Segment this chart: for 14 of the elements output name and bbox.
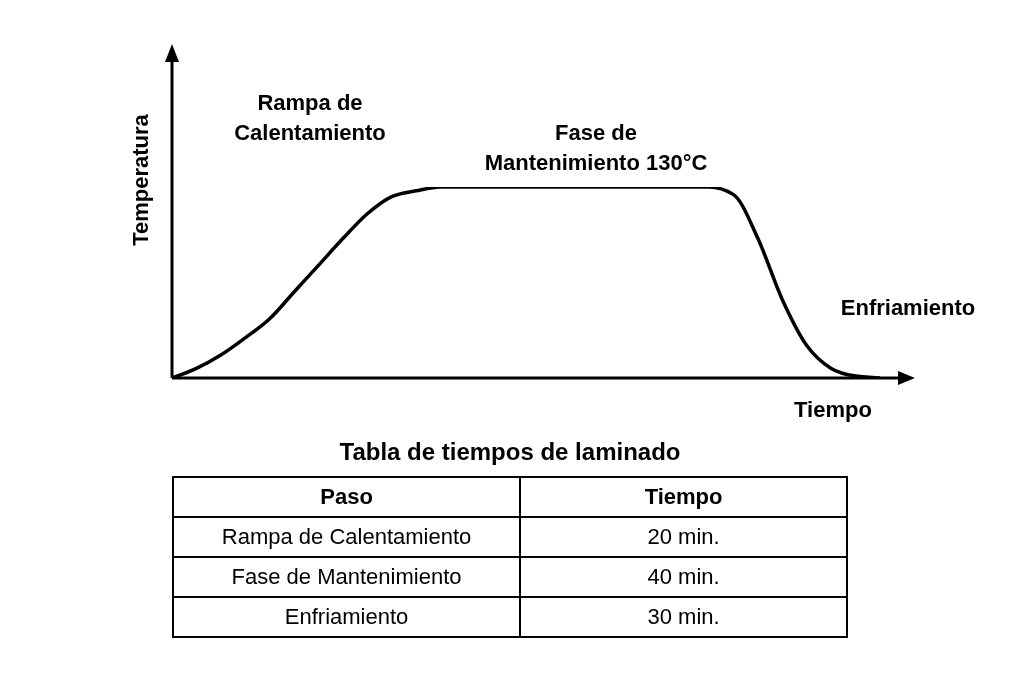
text: 30 min. <box>520 597 847 637</box>
y-axis-title: Temperatura <box>128 113 153 246</box>
text: Rampa de Calentamiento <box>173 517 521 557</box>
annotation: Enfriamiento <box>840 295 976 320</box>
text: Fase de Mantenimiento 130°C <box>484 120 708 175</box>
x-axis-title: Tiempo <box>794 397 872 422</box>
text: Enfriamiento <box>173 597 521 637</box>
text: Rampa de Calentamiento <box>234 90 386 145</box>
text: Paso <box>173 477 521 517</box>
text: Tabla de tiempos de laminado <box>338 437 682 467</box>
text: 40 min. <box>520 557 847 597</box>
text: 20 min. <box>520 517 847 557</box>
text: Fase de Mantenimiento <box>173 557 521 597</box>
text: Tiempo <box>520 477 847 517</box>
